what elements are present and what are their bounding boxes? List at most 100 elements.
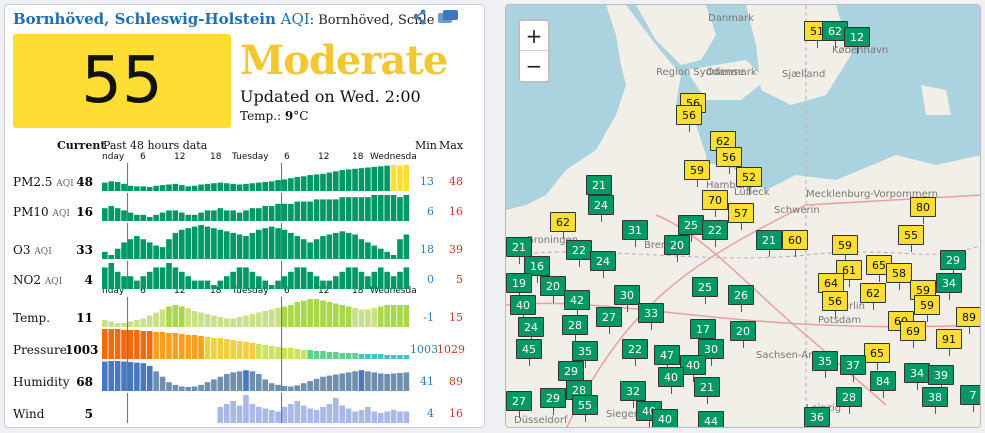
station-marker[interactable]: 20 — [664, 235, 690, 262]
station-marker[interactable]: 20 — [540, 276, 566, 303]
zoom-out-button[interactable]: − — [525, 54, 543, 78]
station-marker[interactable]: 26 — [728, 285, 754, 312]
station-marker[interactable]: 21 — [506, 237, 532, 264]
station-marker[interactable]: 45 — [516, 339, 542, 366]
station-marker[interactable]: 22 — [566, 240, 592, 267]
station-marker[interactable]: 24 — [590, 251, 616, 278]
sparkline-6[interactable] — [102, 359, 410, 391]
station-marker[interactable]: 17 — [690, 319, 716, 346]
station-marker[interactable]: 40 — [680, 355, 706, 382]
sparkline-1[interactable] — [102, 193, 410, 221]
station-marker[interactable]: 31 — [622, 220, 648, 247]
station-marker[interactable]: 64 — [818, 273, 844, 300]
station-marker[interactable]: 28 — [836, 387, 862, 414]
bar — [204, 337, 211, 359]
station-marker[interactable]: 57 — [728, 203, 754, 230]
station-marker[interactable]: 69 — [900, 321, 926, 348]
sparkline-3[interactable] — [102, 261, 410, 289]
station-marker[interactable]: 59 — [684, 160, 710, 187]
station-marker[interactable]: 65 — [864, 343, 890, 370]
sparkline-7[interactable] — [102, 393, 410, 423]
station-marker[interactable]: 35 — [812, 351, 838, 378]
station-marker[interactable]: 42 — [564, 290, 590, 317]
station-marker[interactable]: 62 — [550, 212, 576, 239]
station-marker[interactable]: 22 — [622, 339, 648, 366]
station-marker[interactable]: 40 — [652, 409, 678, 427]
station-marker[interactable]: 56 — [822, 291, 848, 318]
station-marker[interactable]: 91 — [936, 329, 962, 356]
sparkline-4[interactable] — [102, 297, 410, 327]
station-marker[interactable]: 25 — [692, 277, 718, 304]
row-current: 11 — [76, 311, 93, 325]
station-marker[interactable]: 65 — [866, 255, 892, 282]
station-marker[interactable]: 27 — [506, 391, 532, 418]
share-icon[interactable] — [413, 9, 427, 25]
station-marker[interactable]: 20 — [730, 321, 756, 348]
bar — [217, 407, 224, 423]
station-marker[interactable]: 55 — [572, 395, 598, 422]
station-marker[interactable]: 62 — [860, 283, 886, 310]
station-marker[interactable]: 36 — [804, 407, 830, 427]
bar — [268, 383, 275, 391]
station-name-link[interactable]: Bornhöved, Schleswig-Holstein — [13, 10, 276, 28]
station-map[interactable]: Danmark Odense København Sjælland Region Syd… — [505, 4, 981, 428]
station-marker[interactable]: 34 — [904, 363, 930, 390]
station-marker[interactable]: 58 — [886, 263, 912, 290]
bar — [236, 267, 243, 289]
station-marker[interactable]: 38 — [922, 387, 948, 414]
bar — [294, 349, 301, 359]
bar — [384, 165, 390, 191]
station-marker[interactable]: 30 — [698, 339, 724, 366]
station-marker[interactable]: 55 — [898, 225, 924, 252]
station-marker[interactable]: 12 — [844, 27, 870, 54]
station-marker[interactable]: 27 — [596, 307, 622, 334]
station-marker[interactable]: 21 — [586, 175, 612, 202]
sparkline-5[interactable] — [102, 327, 410, 359]
station-marker[interactable]: 40 — [510, 295, 536, 322]
station-marker[interactable]: 30 — [614, 285, 640, 312]
station-marker[interactable]: 24 — [518, 317, 544, 344]
station-marker[interactable]: 59 — [832, 235, 858, 262]
station-marker[interactable]: 40 — [658, 367, 684, 394]
station-marker[interactable]: 33 — [638, 303, 664, 330]
bar — [134, 214, 140, 221]
station-marker[interactable]: 29 — [558, 361, 584, 388]
zoom-in-button[interactable]: + — [520, 21, 548, 51]
station-marker[interactable]: 39 — [928, 365, 954, 392]
station-marker[interactable]: 7 — [960, 385, 980, 412]
station-marker[interactable]: 35 — [572, 341, 598, 368]
bar — [179, 386, 185, 391]
station-marker[interactable]: 22 — [702, 220, 728, 247]
station-marker[interactable]: 16 — [524, 256, 550, 283]
station-marker[interactable]: 29 — [940, 250, 966, 277]
station-marker[interactable]: 47 — [654, 345, 680, 372]
station-marker[interactable]: 34 — [936, 273, 962, 300]
station-marker[interactable]: 56 — [676, 105, 702, 132]
station-marker[interactable]: 32 — [620, 381, 646, 408]
station-marker[interactable]: 70 — [702, 190, 728, 217]
station-marker[interactable]: 37 — [840, 355, 866, 382]
station-marker[interactable]: 44 — [698, 411, 724, 427]
chat-icon[interactable] — [437, 9, 459, 25]
station-marker[interactable]: 28 — [562, 315, 588, 342]
station-marker[interactable]: 60 — [782, 230, 808, 257]
min-header: Min — [415, 139, 437, 152]
sparkline-2[interactable] — [102, 223, 410, 259]
sparkline-0[interactable] — [102, 163, 410, 191]
station-marker[interactable]: 24 — [588, 195, 614, 222]
station-marker[interactable]: 59 — [914, 295, 940, 322]
station-marker[interactable]: 84 — [870, 371, 896, 398]
station-marker[interactable]: 80 — [910, 197, 936, 224]
station-marker[interactable]: 25 — [678, 215, 704, 242]
tick-label: 12 — [318, 152, 330, 162]
station-marker[interactable]: 29 — [540, 388, 566, 415]
station-marker[interactable]: 21 — [694, 377, 720, 404]
station-marker[interactable]: 89 — [956, 307, 980, 334]
station-marker[interactable]: 62 — [710, 131, 736, 158]
bar — [268, 181, 275, 191]
bar — [397, 197, 403, 221]
station-marker[interactable]: 56 — [716, 147, 742, 174]
station-marker[interactable]: 21 — [756, 230, 782, 257]
station-marker[interactable]: 19 — [506, 273, 532, 300]
station-marker[interactable]: 52 — [736, 167, 762, 194]
